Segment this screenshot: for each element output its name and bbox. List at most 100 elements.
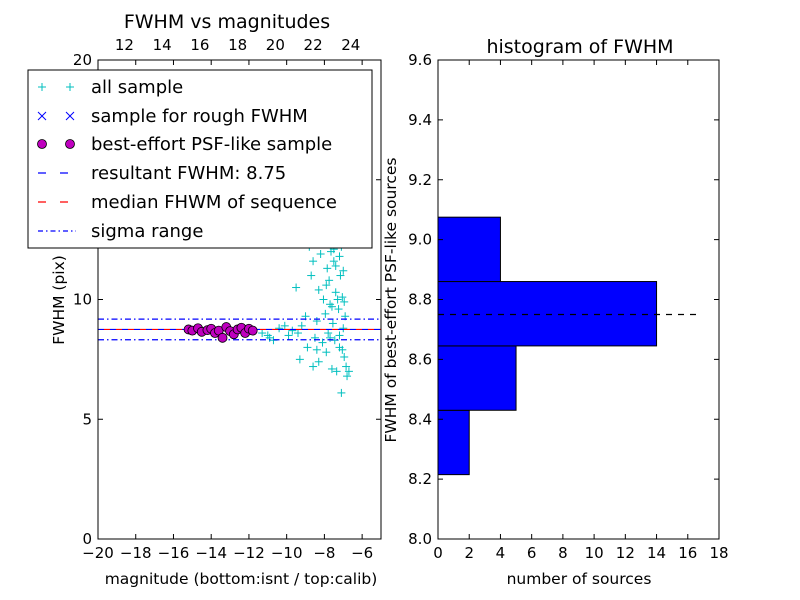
point-all-sample — [328, 319, 337, 328]
point-all-sample — [340, 352, 349, 361]
x-tick-label: −10 — [271, 544, 303, 562]
y-tick-label: 10 — [73, 291, 92, 309]
y-tick-label: 0 — [82, 530, 92, 548]
left-top-x-ticks: 12 14 16 18 20 22 24 — [115, 36, 360, 54]
top-x-tick-label: 20 — [266, 36, 285, 54]
point-all-sample — [325, 276, 334, 285]
right-x-axis-label: number of sources — [507, 570, 652, 588]
legend-item-resultant-fwhm: resultant FWHM: 8.75 — [38, 163, 286, 184]
legend-label-rough-sample: sample for rough FWHM — [91, 106, 308, 127]
point-all-sample — [333, 295, 342, 304]
point-all-sample — [324, 329, 333, 338]
legend-label-best-sample: best-effort PSF-like sample — [91, 134, 332, 155]
legend-cross-left — [37, 111, 47, 121]
point-all-sample — [329, 257, 338, 266]
top-x-tick-label: 16 — [190, 36, 209, 54]
point-best-sample — [217, 332, 228, 343]
top-x-tick-label: 14 — [153, 36, 172, 54]
legend: all sample sample for rough FWHM best-ef… — [27, 69, 373, 249]
legend-item-median: median FHWM of sequence — [38, 192, 337, 213]
point-all-sample — [340, 297, 349, 306]
right-y-ticks: 8.0 8.2 8.4 8.6 8.8 9.0 9.2 9.4 9.6 — [408, 51, 719, 548]
point-all-sample — [342, 362, 351, 371]
point-all-sample — [309, 362, 318, 371]
point-all-sample — [288, 326, 297, 335]
histogram-bar — [437, 345, 517, 411]
y-tick-label: 8.6 — [408, 350, 432, 368]
legend-label-sigma-range: sigma range — [91, 221, 203, 242]
left-panel: FWHM vs magnitudes −20 −18 −16 −14 −12 −10 −8−… — [27, 11, 382, 588]
legend-item-sigma-range: sigma range — [38, 221, 203, 242]
point-all-sample — [343, 372, 352, 381]
top-x-tick-label: 24 — [341, 36, 360, 54]
left-chart-title: FWHM vs magnitudes — [124, 11, 330, 33]
x-tick-label: 14 — [647, 544, 666, 562]
right-y-axis-label: FWHM of best-effort PSF-like sources — [382, 157, 400, 442]
legend-item-best-sample: best-effort PSF-like sample — [37, 134, 332, 155]
point-all-sample — [338, 345, 347, 354]
y-tick-label: 8.8 — [408, 291, 432, 309]
x-tick-label: −20 — [82, 544, 114, 562]
legend-circle-right — [65, 139, 75, 149]
point-all-sample — [331, 261, 340, 270]
point-all-sample — [293, 329, 302, 338]
point-all-sample — [292, 283, 301, 292]
point-all-sample — [280, 321, 289, 330]
x-tick-label: −16 — [158, 544, 190, 562]
point-all-sample — [327, 302, 336, 311]
legend-label-resultant-fwhm: resultant FWHM: 8.75 — [91, 163, 286, 184]
x-tick-label: −18 — [120, 544, 152, 562]
point-all-sample — [275, 324, 284, 333]
y-tick-label: 8.2 — [408, 470, 432, 488]
point-all-sample — [337, 388, 346, 397]
legend-cross-right — [65, 111, 75, 121]
point-all-sample — [307, 271, 316, 280]
point-all-sample — [326, 333, 335, 342]
left-y-axis-label: FWHM (pix) — [50, 255, 68, 345]
point-all-sample — [295, 355, 304, 364]
y-tick-label: 9.0 — [408, 231, 432, 249]
point-all-sample — [323, 264, 332, 273]
x-tick-label: 2 — [464, 544, 474, 562]
point-all-sample — [344, 367, 353, 376]
point-all-sample — [265, 333, 274, 342]
point-all-sample — [335, 331, 344, 340]
right-plot-area — [437, 216, 699, 476]
histogram-bar — [437, 216, 501, 283]
point-all-sample — [319, 295, 328, 304]
point-all-sample — [331, 288, 340, 297]
point-all-sample — [318, 338, 327, 347]
x-tick-label: −8 — [313, 544, 335, 562]
point-all-sample — [309, 257, 318, 266]
left-x-axis-label: magnitude (bottom:isnt / top:calib) — [105, 570, 378, 588]
point-all-sample — [336, 271, 345, 280]
y-tick-label: 8.0 — [408, 530, 432, 548]
point-all-sample — [303, 343, 312, 352]
y-tick-label: 5 — [82, 410, 92, 428]
point-all-sample — [322, 281, 331, 290]
right-chart-title: histogram of FWHM — [486, 36, 673, 58]
histogram-bar — [437, 409, 470, 476]
point-all-sample — [312, 345, 321, 354]
point-all-sample — [339, 266, 348, 275]
point-all-sample — [339, 324, 348, 333]
x-tick-label: 6 — [527, 544, 537, 562]
point-all-sample — [297, 321, 306, 330]
y-tick-label: 9.6 — [408, 51, 432, 69]
point-all-sample — [312, 317, 321, 326]
legend-marker-cross-icon — [37, 111, 75, 121]
point-best-sample — [247, 325, 258, 336]
point-all-sample — [332, 367, 341, 376]
point-all-sample — [316, 249, 325, 258]
legend-plus-right — [66, 83, 74, 91]
y-tick-label: 8.4 — [408, 410, 432, 428]
x-tick-label: 4 — [496, 544, 506, 562]
y-tick-label: 9.4 — [408, 111, 432, 129]
point-all-sample — [338, 293, 347, 302]
right-panel: histogram of FWHM 0 2 4 6 8 10 12 14 16 18 8.0 8.2… — [382, 36, 729, 588]
point-all-sample — [334, 305, 343, 314]
legend-marker-circle-icon — [37, 139, 75, 149]
point-all-sample — [314, 357, 323, 366]
histogram-bar — [437, 281, 658, 347]
